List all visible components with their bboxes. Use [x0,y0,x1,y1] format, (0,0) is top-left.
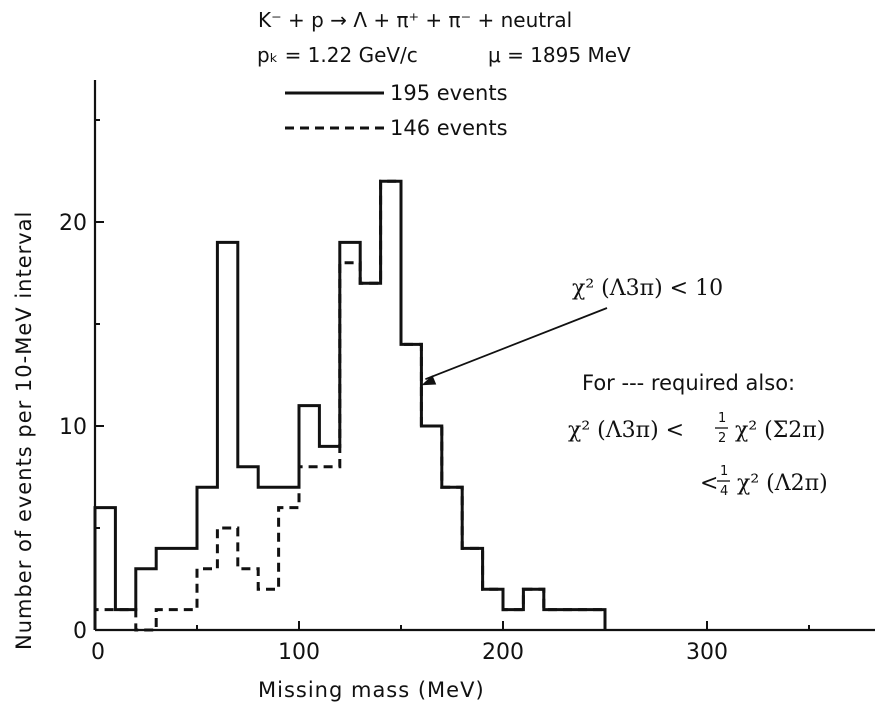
annotation-extra-1-left: χ² (Λ3π) < [568,418,684,443]
x-tick-label-0: 0 [91,640,105,665]
y-tick-label-0: 0 [73,619,87,644]
x-tick-label-200: 200 [482,640,524,665]
annotation-extra-1-frac-num: 1 [718,411,726,426]
series-solid-histogram [93,179,607,630]
annotation-extra-intro: For --- required also: [582,371,795,395]
momentum-label: pₖ = 1.22 GeV/c [257,43,418,67]
annotation-extra-1-right: χ² (Σ2π) [735,418,825,443]
annotation-arrow [425,307,608,381]
mu-label: μ = 1895 MeV [488,43,631,67]
annotation-extra-2-frac-num: 1 [720,464,728,479]
annotation-arrow-head [421,375,437,386]
legend: 195 events 146 events [285,81,508,140]
x-axis-label: Missing mass (MeV) [258,678,485,702]
series-layer [93,179,607,632]
x-tick-label-300: 300 [686,640,728,665]
annotation-extra-1-frac-den: 2 [718,431,726,446]
annotation-extra-2-right: χ² (Λ2π) [737,471,828,496]
y-axis-label: Number of events per 10-MeV interval [12,211,36,650]
y-tick-label-10: 10 [59,415,87,440]
annotation-cut-main: χ² (Λ3π) < 10 [572,276,723,301]
x-tick-label-100: 100 [278,640,320,665]
series-dashed-histogram [93,179,607,632]
annotation-extra-2-left: < [700,471,718,496]
reaction-title: K⁻ + p → Λ + π⁺ + π⁻ + neutral [258,8,572,32]
legend-solid-label: 195 events [390,81,508,105]
annotation-extra-2-frac-den: 4 [720,484,728,499]
legend-dashed-label: 146 events [390,116,508,140]
annotations: χ² (Λ3π) < 10 For --- required also: χ² … [421,276,828,499]
y-tick-label-20: 20 [59,211,87,236]
